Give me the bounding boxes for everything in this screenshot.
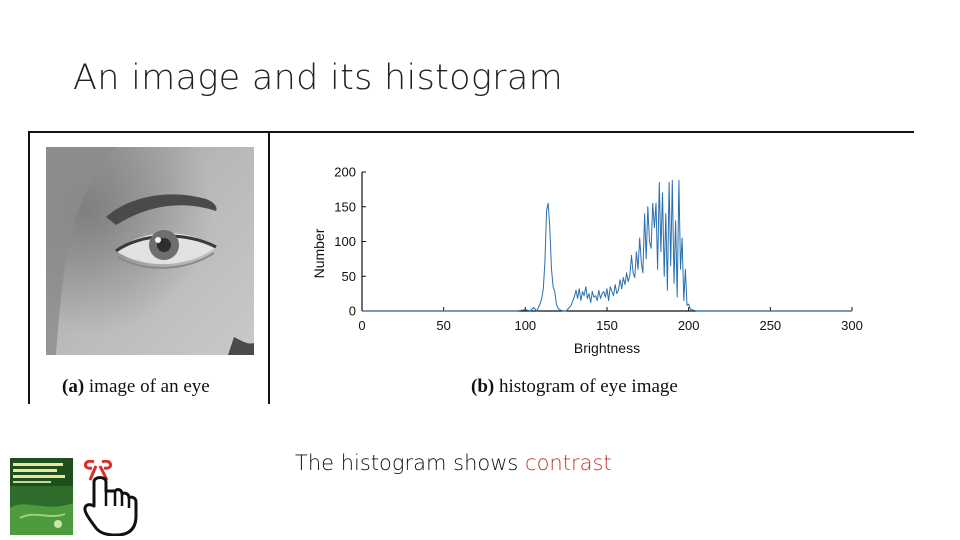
caption-a: (a) image of an eye <box>62 376 210 397</box>
pointing-hand-icon[interactable] <box>80 460 140 536</box>
x-tick-label: 150 <box>596 318 618 333</box>
y-tick-label: 0 <box>349 304 356 319</box>
summary-text: The histogram shows contrast <box>295 451 612 475</box>
book-cover-icon[interactable] <box>10 458 73 535</box>
x-tick-label: 0 <box>358 318 365 333</box>
y-tick-label: 100 <box>334 234 356 249</box>
x-tick-label: 250 <box>759 318 781 333</box>
x-tick-label: 50 <box>436 318 450 333</box>
figure-divider-rule <box>268 131 270 404</box>
x-tick-label: 200 <box>678 318 700 333</box>
y-tick-label: 50 <box>342 269 356 284</box>
y-tick-label: 200 <box>334 165 356 180</box>
figure-left-rule <box>28 131 30 404</box>
y-axis-title: Number <box>311 228 327 278</box>
histogram-series-line <box>362 179 852 312</box>
caption-b: (b) histogram of eye image <box>471 376 678 397</box>
y-tick-label: 150 <box>334 199 356 214</box>
figure-panel: 0 50 100 150 200 250 300 0 50 100 150 200 Brightness… <box>28 131 914 404</box>
highlight-word: contrast <box>525 451 612 475</box>
x-tick-label: 300 <box>841 318 863 333</box>
histogram-plot-area: 0 50 100 150 200 250 300 0 50 100 150 200 Brightness… <box>311 165 863 357</box>
figure-top-rule <box>28 131 914 133</box>
histogram-chart: 0 50 100 150 200 250 300 0 50 100 150 200 Brightness… <box>311 165 863 357</box>
x-tick-label: 100 <box>514 318 536 333</box>
x-axis-title: Brightness <box>574 340 640 356</box>
slide-title: An image and its histogram <box>73 58 563 98</box>
eye-photo <box>46 147 254 355</box>
